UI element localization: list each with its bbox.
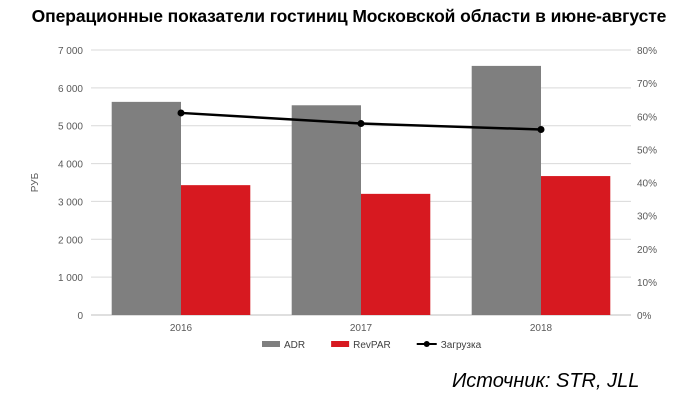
x-tick-label: 2016 [170,323,193,334]
y2-tick-label: 50% [637,145,657,156]
bar-revpar [541,176,611,315]
y-tick-label: 4 000 [58,160,83,171]
y2-tick-label: 80% [637,46,657,57]
bar-adr [111,101,181,315]
point-occupancy [177,109,185,117]
bar-revpar [181,185,251,315]
y2-tick-label: 70% [637,79,657,90]
y-tick-label: 6 000 [58,84,83,95]
y-tick-label: 3 000 [58,197,83,208]
y2-tick-label: 10% [637,278,657,289]
legend-label: RevPAR [353,340,391,351]
y-axis-label: РУБ [30,172,41,192]
legend-swatch-marker [423,341,430,347]
y2-tick-label: 0% [637,311,652,322]
y2-tick-label: 30% [637,212,657,223]
y2-tick-label: 60% [637,112,657,123]
point-occupancy [537,126,545,133]
x-tick-label: 2017 [350,323,373,334]
chart-title: Операционные показатели гостиниц Московс… [31,6,667,26]
legend-label: ADR [284,340,305,351]
y-tick-label: 0 [77,311,83,322]
y2-tick-label: 40% [637,179,657,190]
y2-tick-label: 20% [637,245,657,256]
legend-swatch-revpar [331,341,350,347]
source-note: Источник: STR, JLL [452,370,640,392]
legend-label: Загрузка [441,340,482,351]
y-tick-label: 1 000 [58,273,83,284]
y-tick-label: 5 000 [58,122,83,133]
y-tick-label: 2 000 [58,235,83,246]
bar-revpar [361,193,431,315]
x-tick-label: 2018 [530,323,553,334]
y-tick-label: 7 000 [58,46,83,57]
bar-adr [471,65,541,316]
point-occupancy [357,120,365,128]
legend-swatch-adr [262,341,280,347]
bar-adr [291,105,361,316]
